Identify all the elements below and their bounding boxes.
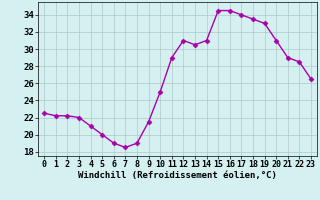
X-axis label: Windchill (Refroidissement éolien,°C): Windchill (Refroidissement éolien,°C) xyxy=(78,171,277,180)
